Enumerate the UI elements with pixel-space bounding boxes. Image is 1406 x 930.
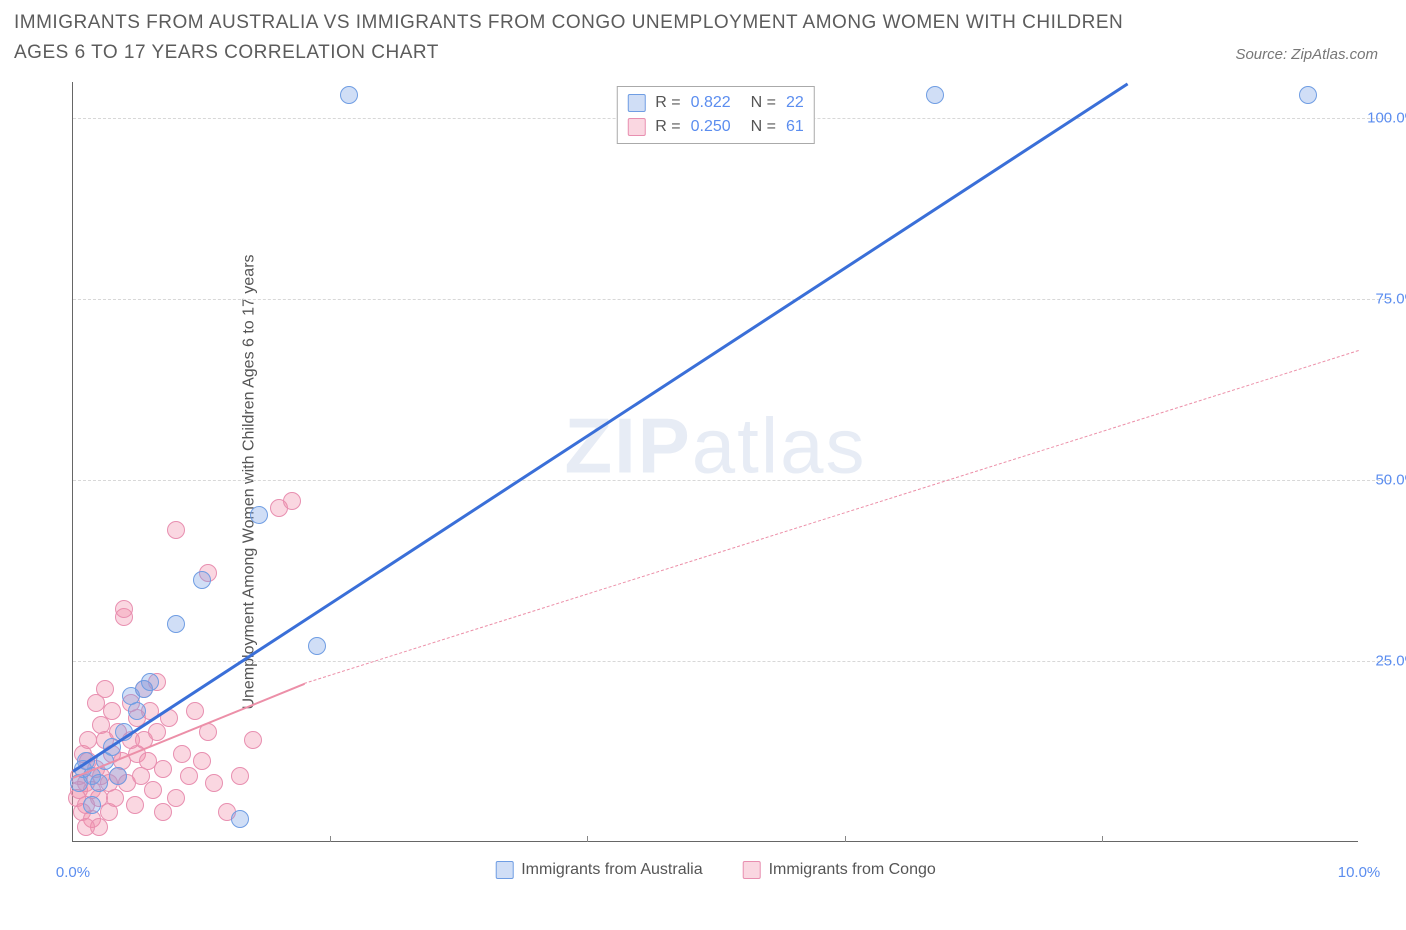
data-point-congo [106,789,124,807]
legend-swatch-congo [743,861,761,879]
x-tick-label: 10.0% [1338,864,1381,881]
data-point-congo [77,818,95,836]
legend-r-value: 0.822 [691,91,741,115]
data-point-congo [154,760,172,778]
data-point-australia [167,615,185,633]
gridline-horizontal [73,299,1390,300]
data-point-congo [186,702,204,720]
legend-r-label: R = [655,91,680,115]
data-point-congo [103,702,121,720]
data-point-congo [205,774,223,792]
data-point-congo [193,752,211,770]
data-point-congo [79,731,97,749]
legend-n-value: 22 [786,91,804,115]
legend-item-australia: Immigrants from Australia [495,861,702,879]
data-point-congo [180,767,198,785]
watermark: ZIPatlas [564,401,866,492]
data-point-congo [283,492,301,510]
legend-label: Immigrants from Congo [769,861,936,879]
watermark-zip: ZIP [564,402,691,490]
data-point-congo [167,521,185,539]
chart-title: IMMIGRANTS FROM AUSTRALIA VS IMMIGRANTS … [14,8,1134,69]
legend-item-congo: Immigrants from Congo [743,861,936,879]
legend-label: Immigrants from Australia [521,861,702,879]
chart-area: Unemployment Among Women with Children A… [50,82,1390,882]
data-point-congo [231,767,249,785]
data-point-australia [926,86,944,104]
x-tick-mark [587,836,588,842]
data-point-congo [173,745,191,763]
y-tick-label: 25.0% [1375,653,1406,670]
trend-line-australia [72,82,1128,772]
legend-n-value: 61 [786,115,804,139]
y-tick-label: 100.0% [1367,110,1406,127]
data-point-congo [154,803,172,821]
data-point-congo [148,723,166,741]
gridline-horizontal [73,661,1390,662]
x-tick-label: 0.0% [56,864,90,881]
data-point-australia [193,571,211,589]
data-point-australia [340,86,358,104]
data-point-congo [144,781,162,799]
legend-r-label: R = [655,115,680,139]
data-point-australia [141,673,159,691]
legend-row-congo: R = 0.250 N = 61 [627,115,803,139]
watermark-atlas: atlas [692,402,867,490]
x-tick-mark [330,836,331,842]
x-tick-mark [1102,836,1103,842]
data-point-australia [90,774,108,792]
data-point-australia [1299,86,1317,104]
legend-swatch-australia [495,861,513,879]
y-tick-label: 50.0% [1375,472,1406,489]
legend-swatch-australia [627,94,645,112]
legend-n-label: N = [751,91,776,115]
data-point-australia [109,767,127,785]
source-attribution: Source: ZipAtlas.com [1235,46,1378,63]
data-point-australia [250,506,268,524]
data-point-congo [115,600,133,618]
data-point-congo [126,796,144,814]
data-point-congo [167,789,185,807]
data-point-congo [244,731,262,749]
legend-row-australia: R = 0.822 N = 22 [627,91,803,115]
data-point-congo [96,680,114,698]
data-point-australia [308,637,326,655]
header: IMMIGRANTS FROM AUSTRALIA VS IMMIGRANTS … [14,8,1392,69]
correlation-legend: R = 0.822 N = 22 R = 0.250 N = 61 [616,86,814,144]
data-point-australia [83,796,101,814]
y-tick-label: 75.0% [1375,291,1406,308]
data-point-australia [231,810,249,828]
gridline-horizontal [73,480,1390,481]
legend-r-value: 0.250 [691,115,741,139]
legend-swatch-congo [627,118,645,136]
plot-region: ZIPatlas R =0.822N =22R =0.250N =61 Immi… [72,82,1358,842]
data-point-australia [128,702,146,720]
series-legend: Immigrants from Australia Immigrants from… [495,861,936,879]
legend-n-label: N = [751,115,776,139]
x-tick-mark [845,836,846,842]
